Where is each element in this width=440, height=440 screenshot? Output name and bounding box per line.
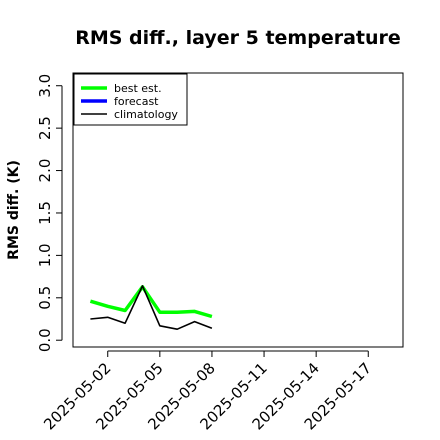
legend-label: best est. bbox=[114, 82, 162, 95]
series-layer bbox=[89, 285, 213, 331]
legend-label: climatology bbox=[114, 108, 178, 121]
legend-box bbox=[73, 73, 188, 126]
chart-title: RMS diff., layer 5 temperature bbox=[75, 27, 401, 49]
legend-label: forecast bbox=[114, 95, 159, 108]
y-tick-label: 1.5 bbox=[36, 201, 54, 225]
y-axis: 0.0 0.5 1.0 1.5 2.0 2.5 3.0 bbox=[36, 74, 63, 352]
y-axis-label: RMS diff. (K) bbox=[6, 160, 22, 260]
series-line-climatology bbox=[90, 285, 213, 331]
y-tick-label: 2.0 bbox=[36, 159, 54, 183]
y-tick-label: 0.5 bbox=[36, 286, 54, 310]
plot-area-frame bbox=[72, 72, 404, 348]
x-axis: 2025-05-022025-05-052025-05-082025-05-11… bbox=[40, 350, 375, 433]
y-tick-label: 1.0 bbox=[36, 243, 54, 267]
series-line-best-est- bbox=[89, 285, 213, 319]
y-tick-label: 2.5 bbox=[36, 116, 54, 140]
y-tick-label: 0.0 bbox=[36, 328, 54, 352]
y-tick-label: 3.0 bbox=[36, 74, 54, 98]
